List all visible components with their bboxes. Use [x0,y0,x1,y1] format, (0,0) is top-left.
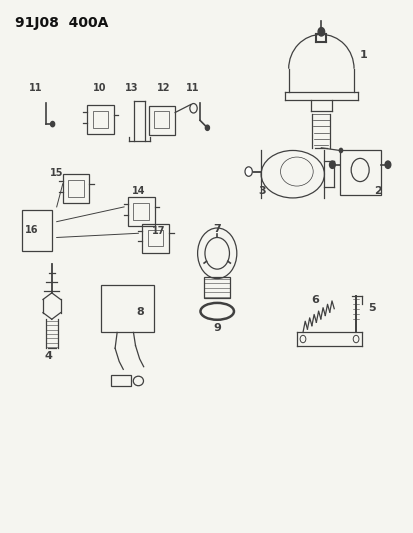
Text: 16: 16 [25,225,39,235]
Bar [63,174,89,203]
Text: 7: 7 [213,224,221,234]
Circle shape [317,28,324,36]
Text: 8: 8 [135,307,143,317]
Text: 11: 11 [29,83,43,93]
Bar [111,375,131,386]
Text: 13: 13 [124,83,138,93]
Circle shape [205,125,209,131]
Bar [154,111,169,128]
Text: 14: 14 [131,185,145,196]
Bar [339,150,380,195]
Circle shape [244,167,252,176]
Text: 12: 12 [157,83,170,93]
Bar [142,224,169,253]
Text: 1: 1 [359,50,367,60]
Bar [148,106,175,135]
Bar [147,230,163,246]
Text: 17: 17 [152,226,165,236]
Text: 91J08  400A: 91J08 400A [15,16,108,30]
Bar [93,111,108,128]
Text: 5: 5 [368,303,375,313]
Circle shape [50,122,55,127]
Circle shape [339,148,342,152]
Bar [128,197,154,227]
Text: 6: 6 [311,295,318,305]
Bar [204,277,230,298]
Text: 11: 11 [185,83,199,93]
Circle shape [384,161,390,168]
Bar [68,180,83,197]
Circle shape [329,161,335,168]
Bar [100,285,154,333]
Bar [22,209,52,251]
Text: 4: 4 [45,351,52,361]
Text: 2: 2 [373,185,381,196]
Bar [133,203,149,220]
Text: 15: 15 [50,168,63,178]
Bar [87,105,114,134]
Text: 10: 10 [93,83,106,93]
Text: 3: 3 [257,185,265,196]
Text: 9: 9 [213,323,221,333]
